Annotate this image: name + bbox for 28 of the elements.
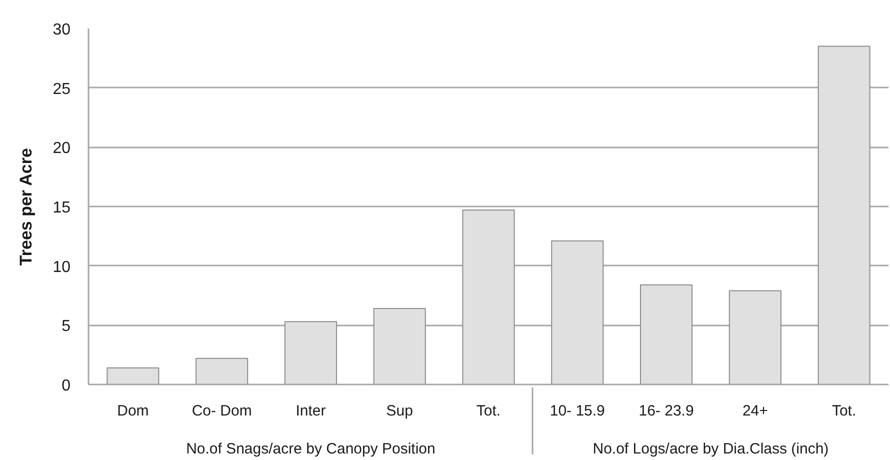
bar [818,46,870,384]
bar [462,210,515,384]
y-tick-label: 25 [52,80,71,98]
x-tick-label: 24+ [742,402,768,420]
x-tick-label: 10- 15.9 [550,402,605,420]
x-tick-label: Inter [296,402,326,420]
bar [196,358,248,384]
y-tick-label: 5 [62,318,71,336]
y-axis-title: Trees per Acre [16,148,36,266]
text: No.of Logs/acre by Dia.Class (inch) [592,440,829,458]
x-tick-label: Dom [117,402,149,420]
bar [284,321,337,384]
x-tick-label: Tot. [476,402,501,420]
bar [551,240,604,384]
x-tick-label: Co- Dom [192,402,252,420]
y-tick-label: 30 [52,22,71,38]
y-tick-label: 0 [62,378,71,394]
bar [640,284,693,384]
x-tick-label: 16- 23.9 [638,402,694,420]
y-tick-label: 20 [52,140,71,158]
y-tick-label: 15 [52,200,71,216]
bar [106,367,160,384]
text: No.of Snags/acre by Canopy Position [186,440,436,458]
bar [728,290,782,384]
x-tick-label: Tot. [832,402,856,420]
y-tick-label: 10 [52,258,71,276]
x-tick-label: Sup [386,402,413,420]
bar [373,308,426,384]
